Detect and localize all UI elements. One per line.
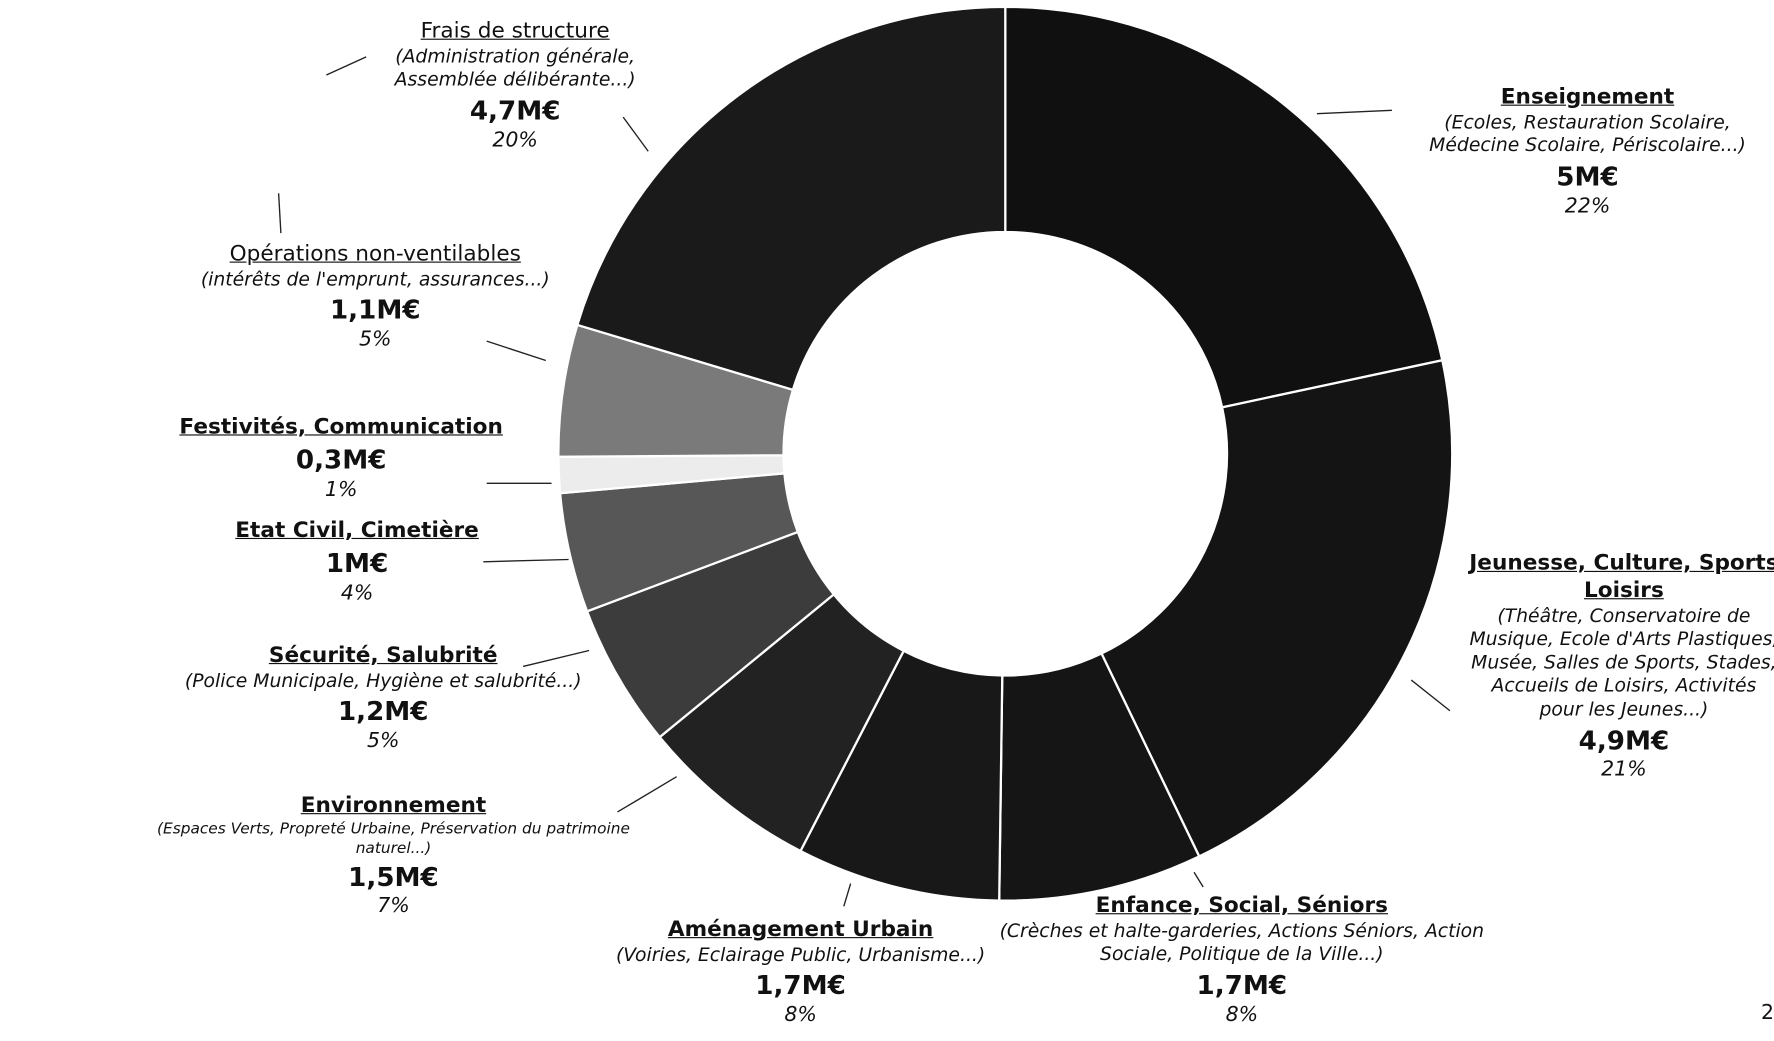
leader-line	[1410, 679, 1451, 712]
category-label: Festivités, Communication	[179, 413, 503, 439]
leader-line	[483, 558, 569, 563]
share-label: 7%	[377, 894, 410, 919]
category-label: Sécurité, Salubrité	[268, 642, 498, 668]
category-description: (Ecoles, Restauration Scolaire, Médecine…	[1429, 111, 1746, 157]
slice-label: Opérations non-ventilables (intérêts de l…	[171, 241, 580, 353]
category-description: (Théâtre, Conservatoire de Musique, Ecol…	[1469, 604, 1774, 720]
value-label: 4,9M€	[1578, 726, 1670, 756]
slice	[575, 5, 1007, 392]
value-label: 1,2M€	[337, 697, 429, 728]
share-label: 5%	[366, 729, 400, 753]
category-description: (Crèches et halte-garderies, Actions Sén…	[999, 919, 1485, 965]
share-label: 5%	[359, 327, 392, 352]
category-description: (Police Municipale, Hygiène et salubrité…	[184, 669, 582, 692]
slice-label: Etat Civil, Cimetière 1M€ 4%	[209, 517, 505, 606]
leader-line	[617, 776, 677, 813]
category-label: Enfance, Social, Séniors	[1095, 892, 1389, 918]
slice-label: Enseignement (Ecoles, Restauration Scolai…	[1400, 84, 1774, 220]
category-label: Enseignement	[1500, 84, 1675, 110]
leader-line	[622, 116, 649, 152]
category-description: (Administration générale, Assemblée déli…	[394, 45, 636, 91]
category-label: Opérations non-ventilables	[229, 241, 521, 267]
value-label: 1,5M€	[348, 862, 439, 893]
share-label: 8%	[1225, 1002, 1259, 1027]
value-label: 5M€	[1556, 162, 1619, 193]
slice-label: Frais de structure (Administration généra…	[362, 18, 669, 154]
page-number: 2	[1761, 1000, 1774, 1025]
leader-line	[486, 340, 547, 362]
slice-label: Environnement (Espaces Verts, Propreté Ur…	[121, 793, 667, 920]
value-label: 1,7M€	[755, 971, 846, 1002]
slice-label: Jeunesse, Culture, Sports Loisirs (Théâtr…	[1469, 550, 1774, 783]
slice-label: Enfance, Social, Séniors (Crèches et halt…	[986, 893, 1498, 1029]
slice-label: Festivités, Communication 0,3M€ 1%	[176, 414, 506, 503]
category-label: Aménagement Urbain	[667, 916, 934, 942]
value-label: 1,1M€	[329, 296, 421, 326]
value-label: 4,7M€	[469, 96, 561, 127]
slice	[1004, 5, 1444, 409]
value-label: 1M€	[325, 548, 389, 579]
category-label: Etat Civil, Cimetière	[235, 517, 479, 543]
share-label: 1%	[324, 477, 358, 501]
share-label: 20%	[492, 128, 538, 153]
slice-label: Sécurité, Salubrité (Police Municipale, H…	[156, 643, 611, 755]
share-label: 8%	[784, 1003, 817, 1028]
category-description: (intérêts de l'emprunt, assurances...)	[200, 268, 550, 290]
category-label: Frais de structure	[420, 18, 610, 44]
leader-line	[522, 649, 590, 668]
leader-line	[1193, 871, 1204, 888]
category-label: Environnement	[300, 792, 487, 818]
category-description: (Espaces Verts, Propreté Urbaine, Préser…	[157, 819, 630, 858]
slice	[1099, 358, 1454, 858]
value-label: 0,3M€	[295, 445, 387, 476]
value-label: 1,7M€	[1196, 971, 1288, 1001]
share-label: 4%	[340, 580, 374, 605]
leader-lines	[277, 56, 1451, 907]
category-description: (Voiries, Eclairage Public, Urbanisme...…	[615, 943, 986, 966]
leader-line	[326, 56, 367, 76]
share-label: 21%	[1601, 757, 1647, 782]
leader-line	[1316, 109, 1392, 115]
slice-label: Aménagement Urbain (Voiries, Eclairage Pu…	[585, 917, 1017, 1029]
leader-line	[277, 193, 282, 234]
share-label: 22%	[1564, 194, 1611, 219]
leader-line	[843, 883, 852, 907]
donut	[557, 5, 1454, 902]
category-label: Jeunesse, Culture, Sports Loisirs	[1469, 550, 1774, 603]
